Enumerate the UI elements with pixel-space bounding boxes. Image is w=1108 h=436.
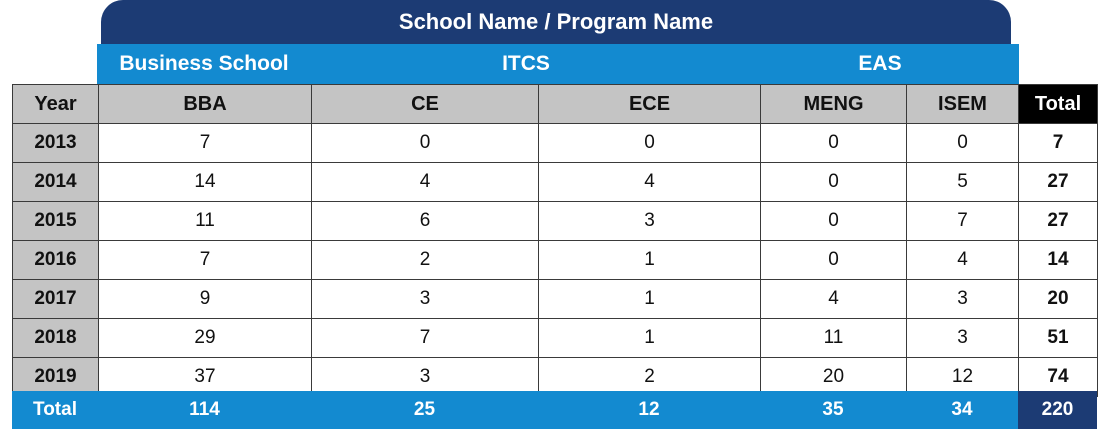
- total-cell: 34: [951, 399, 973, 420]
- column-header-meng: MENG: [760, 84, 907, 124]
- value-cell: 7: [311, 318, 539, 358]
- row-total-cell: 51: [1018, 318, 1098, 358]
- column-header-year: Year: [12, 84, 99, 124]
- value-cell: 20: [760, 357, 907, 397]
- table-row: 2014 14 4 4 0 5 27: [12, 162, 1098, 202]
- value-cell: 1: [538, 279, 761, 319]
- table-row: 2019 37 3 2 20 12 74: [12, 357, 1098, 397]
- row-total-cell: 14: [1018, 240, 1098, 280]
- year-cell: 2017: [12, 279, 99, 319]
- row-total-cell: 20: [1018, 279, 1098, 319]
- year-cell: 2014: [12, 162, 99, 202]
- column-header-isem: ISEM: [906, 84, 1019, 124]
- value-cell: 0: [760, 240, 907, 280]
- year-cell: 2018: [12, 318, 99, 358]
- year-cell: 2019: [12, 357, 99, 397]
- row-total-cell: 74: [1018, 357, 1098, 397]
- year-cell: 2016: [12, 240, 99, 280]
- school-eas: EAS: [858, 52, 902, 75]
- enrollment-table: Year BBA CE ECE MENG ISEM Total 2013 7 0 0 0…: [12, 84, 1098, 397]
- value-cell: 3: [906, 279, 1019, 319]
- table-row: 2018 29 7 1 11 3 51: [12, 318, 1098, 358]
- value-cell: 1: [538, 240, 761, 280]
- column-header-total: Total: [1018, 84, 1098, 124]
- row-total-cell: 27: [1018, 201, 1098, 241]
- value-cell: 0: [760, 123, 907, 163]
- value-cell: 0: [760, 162, 907, 202]
- school-header-row: Business School ITCS EAS: [97, 44, 1019, 84]
- value-cell: 37: [98, 357, 312, 397]
- table-row: 2017 9 3 1 4 3 20: [12, 279, 1098, 319]
- value-cell: 0: [538, 123, 761, 163]
- value-cell: 0: [311, 123, 539, 163]
- value-cell: 1: [538, 318, 761, 358]
- table-row: 2013 7 0 0 0 0 7: [12, 123, 1098, 163]
- value-cell: 2: [538, 357, 761, 397]
- total-cell: 25: [413, 399, 436, 420]
- table-row: 2015 11 6 3 0 7 27: [12, 201, 1098, 241]
- column-header-bba: BBA: [98, 84, 312, 124]
- value-cell: 4: [906, 240, 1019, 280]
- value-cell: 3: [906, 318, 1019, 358]
- value-cell: 7: [906, 201, 1019, 241]
- value-cell: 3: [538, 201, 761, 241]
- value-cell: 0: [906, 123, 1019, 163]
- value-cell: 6: [311, 201, 539, 241]
- grand-total: 220: [1018, 391, 1097, 429]
- value-cell: 4: [538, 162, 761, 202]
- value-cell: 11: [98, 201, 312, 241]
- column-header-row: Year BBA CE ECE MENG ISEM Total: [12, 84, 1098, 124]
- row-total-cell: 7: [1018, 123, 1098, 163]
- value-cell: 4: [760, 279, 907, 319]
- row-total-cell: 27: [1018, 162, 1098, 202]
- column-header-ece: ECE: [538, 84, 761, 124]
- table-title-text: School Name / Program Name: [398, 9, 714, 34]
- value-cell: 29: [98, 318, 312, 358]
- value-cell: 11: [760, 318, 907, 358]
- total-cell: 12: [638, 399, 660, 420]
- value-cell: 3: [311, 279, 539, 319]
- value-cell: 9: [98, 279, 312, 319]
- table-title: School Name / Program Name: [101, 0, 1011, 44]
- year-cell: 2013: [12, 123, 99, 163]
- value-cell: 14: [98, 162, 312, 202]
- total-cell: 114: [189, 399, 220, 420]
- total-cell: 35: [822, 399, 844, 420]
- school-business: Business School: [119, 52, 289, 75]
- totals-label: Total: [33, 399, 77, 420]
- value-cell: 12: [906, 357, 1019, 397]
- value-cell: 7: [98, 123, 312, 163]
- value-cell: 0: [760, 201, 907, 241]
- value-cell: 3: [311, 357, 539, 397]
- school-itcs: ITCS: [502, 52, 550, 75]
- value-cell: 2: [311, 240, 539, 280]
- totals-row: Total 114 25 12 35 34 220: [12, 391, 1097, 429]
- column-header-ce: CE: [311, 84, 539, 124]
- value-cell: 7: [98, 240, 312, 280]
- year-cell: 2015: [12, 201, 99, 241]
- value-cell: 5: [906, 162, 1019, 202]
- table-row: 2016 7 2 1 0 4 14: [12, 240, 1098, 280]
- value-cell: 4: [311, 162, 539, 202]
